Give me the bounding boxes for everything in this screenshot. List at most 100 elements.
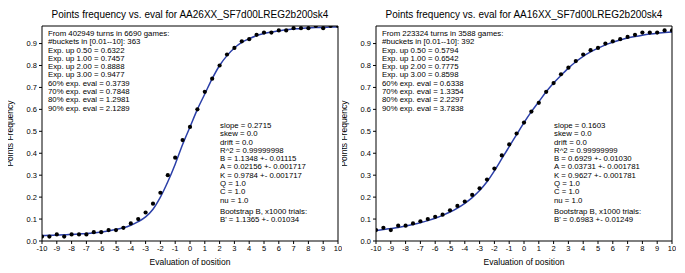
svg-text:-10: -10 [371,244,382,253]
html-text:skew = 0.0: skew = 0.0 [220,129,258,139]
svg-text:0.0: 0.0 [361,237,371,246]
svg-text:6: 6 [611,244,615,253]
svg-text:6: 6 [277,244,281,253]
svg-text:8: 8 [306,244,310,253]
svg-text:0.4: 0.4 [27,149,37,158]
svg-text:2: 2 [552,244,556,253]
html-text:C = 1.0: C = 1.0 [220,187,246,197]
html-text:Exp. up 1.00 = 0.6542: Exp. up 1.00 = 0.6542 [382,53,459,63]
html-text:80% exp. eval = 1.2981: 80% exp. eval = 1.2981 [48,95,130,105]
html-text:K = 0.9784 +- 0.001717: K = 0.9784 +- 0.001717 [220,170,302,180]
svg-text:-5: -5 [113,244,120,253]
svg-text:0.6: 0.6 [361,105,371,114]
svg-text:-7: -7 [83,244,90,253]
svg-text:8: 8 [640,244,644,253]
svg-text:0.2: 0.2 [361,193,371,202]
html-text:Exp. up 1.00 = 0.7457: Exp. up 1.00 = 0.7457 [48,53,125,63]
svg-text:-2: -2 [491,244,498,253]
html-text:Exp. up 0.50 = 0.5794: Exp. up 0.50 = 0.5794 [382,45,459,55]
svg-text:-8: -8 [68,244,75,253]
html-text:Exp. up 3.00 = 0.8598: Exp. up 3.00 = 0.8598 [382,70,459,80]
html-text:Points frequency vs. eval for: Points frequency vs. eval for AA26XX_SF7… [51,9,329,20]
svg-text:5: 5 [596,244,600,253]
svg-text:3: 3 [232,244,236,253]
html-text:nu = 1.0: nu = 1.0 [220,195,249,205]
svg-text:-6: -6 [432,244,439,253]
html-text:Q = 1.0: Q = 1.0 [220,179,246,189]
svg-text:0.1: 0.1 [361,215,371,224]
html-text:drift = 0.0: drift = 0.0 [220,137,253,147]
html-text:Exp. up 2.00 = 0.8888: Exp. up 2.00 = 0.8888 [48,62,125,72]
html-text:R^2 = 0.99999998: R^2 = 0.99999998 [220,145,284,155]
svg-text:0.3: 0.3 [27,171,37,180]
html-text:90% exp. eval = 3.7838: 90% exp. eval = 3.7838 [382,103,464,113]
svg-text:0.3: 0.3 [361,171,371,180]
svg-text:-6: -6 [98,244,105,253]
svg-text:-3: -3 [476,244,483,253]
svg-text:Evaluation of position: Evaluation of position [484,257,565,265]
html-text:Exp. up 0.50 = 0.6322: Exp. up 0.50 = 0.6322 [48,45,125,55]
svg-text:-9: -9 [53,244,60,253]
svg-text:Evaluation of position: Evaluation of position [150,257,231,265]
svg-text:10: 10 [668,244,676,253]
svg-text:9: 9 [321,244,325,253]
svg-text:0: 0 [522,244,526,253]
svg-text:-10: -10 [37,244,48,253]
svg-text:7: 7 [626,244,630,253]
html-text:A = 0.02156 +- 0.001717: A = 0.02156 +- 0.001717 [220,162,306,172]
svg-text:-3: -3 [142,244,149,253]
html-text:#buckets in [0.01--10]: 363: #buckets in [0.01--10]: 363 [48,37,141,47]
html-text:B = 0.6929 +- 0.01030: B = 0.6929 +- 0.01030 [554,154,632,164]
svg-text:0.8: 0.8 [27,61,37,70]
svg-text:-4: -4 [127,244,134,253]
svg-text:-9: -9 [387,244,394,253]
svg-text:0: 0 [188,244,192,253]
html-text:Points frequency vs. eval for: Points frequency vs. eval for AA16XX_SF7… [385,9,663,20]
html-text:B = 1.1348 +- 0.01115: B = 1.1348 +- 0.01115 [220,154,297,164]
svg-text:1: 1 [203,244,207,253]
svg-text:7: 7 [292,244,296,253]
svg-text:-7: -7 [417,244,424,253]
svg-text:2: 2 [218,244,222,253]
html-text:Exp. up 2.00 = 0.7775: Exp. up 2.00 = 0.7775 [382,62,459,72]
svg-text:0.1: 0.1 [27,215,37,224]
svg-text:4: 4 [247,244,251,253]
svg-text:-8: -8 [402,244,409,253]
html-text:60% exp. eval = 0.3739: 60% exp. eval = 0.3739 [48,78,130,88]
svg-text:0.6: 0.6 [27,105,37,114]
svg-text:10: 10 [334,244,342,253]
svg-text:0.4: 0.4 [361,149,371,158]
svg-text:0.7: 0.7 [361,83,371,92]
svg-text:0.8: 0.8 [361,61,371,70]
html-text:R^2 = 0.99999999: R^2 = 0.99999999 [554,145,618,155]
svg-text:5: 5 [262,244,266,253]
svg-text:-5: -5 [447,244,454,253]
svg-text:1: 1 [537,244,541,253]
html-text:60% exp. eval = 0.6338: 60% exp. eval = 0.6338 [382,78,464,88]
html-text:skew = 0.0: skew = 0.0 [554,129,592,139]
svg-text:0.2: 0.2 [27,193,37,202]
html-text:B' = 1.1365 +- 0.01034: B' = 1.1365 +- 0.01034 [220,215,300,225]
svg-text:0.5: 0.5 [361,127,371,136]
svg-text:9: 9 [655,244,659,253]
svg-text:3: 3 [566,244,570,253]
svg-text:0.9: 0.9 [27,39,37,48]
svg-text:Points Frequency: Points Frequency [342,100,349,167]
svg-text:0.5: 0.5 [27,127,37,136]
html-text:90% exp. eval = 2.1289: 90% exp. eval = 2.1289 [48,103,130,113]
html-text:70% exp. eval = 1.3354: 70% exp. eval = 1.3354 [382,87,464,97]
html-text:80% exp. eval = 2.2297: 80% exp. eval = 2.2297 [382,95,464,105]
html-text:Exp. up 3.00 = 0.9477: Exp. up 3.00 = 0.9477 [48,70,125,80]
svg-text:-4: -4 [461,244,468,253]
html-text:70% exp. eval = 0.7848: 70% exp. eval = 0.7848 [48,87,130,97]
svg-text:-1: -1 [506,244,513,253]
html-text:drift = 0.0: drift = 0.0 [554,137,587,147]
svg-text:-2: -2 [157,244,164,253]
html-text:#buckets in [0.01--10]: 392: #buckets in [0.01--10]: 392 [382,37,475,47]
svg-text:0.0: 0.0 [27,237,37,246]
svg-text:Points Frequency: Points Frequency [8,100,15,167]
svg-text:0.9: 0.9 [361,39,371,48]
svg-text:-1: -1 [172,244,179,253]
svg-text:0.7: 0.7 [27,83,37,92]
svg-text:4: 4 [581,244,585,253]
